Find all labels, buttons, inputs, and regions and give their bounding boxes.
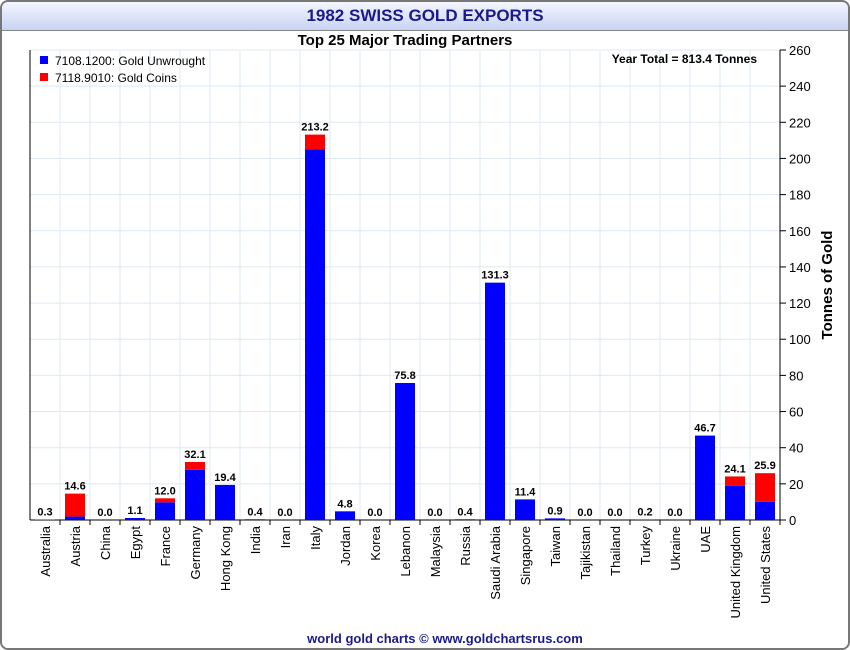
data-label: 0.0 [427, 507, 442, 519]
x-tick-label: United Kingdom [728, 526, 743, 619]
y-tick-label: 220 [789, 115, 811, 130]
y-tick-label: 180 [789, 188, 811, 203]
x-tick-label: Jordan [338, 526, 353, 566]
bar-coins [155, 498, 175, 503]
x-tick-label: Taiwan [548, 526, 563, 566]
y-tick-label: 140 [789, 260, 811, 275]
legend-label: 7118.9010: Gold Coins [55, 71, 177, 85]
data-label: 25.9 [754, 460, 775, 472]
bar-unwrought [485, 282, 505, 520]
data-label: 131.3 [481, 270, 509, 282]
chart-title: 1982 SWISS GOLD EXPORTS [2, 2, 848, 31]
data-label: 19.4 [214, 472, 236, 484]
y-tick-label: 200 [789, 151, 811, 166]
data-label: 0.0 [367, 507, 382, 519]
bar-coins [185, 461, 205, 470]
bar-coins [755, 473, 775, 502]
bar-unwrought [65, 516, 85, 520]
x-tick-label: Lebanon [398, 526, 413, 577]
data-label: 0.3 [37, 506, 52, 518]
data-label: 0.0 [667, 507, 682, 519]
bar-unwrought [305, 149, 325, 520]
bar-coins [305, 134, 325, 150]
data-label: 0.4 [457, 506, 473, 518]
y-tick-label: 120 [789, 296, 811, 311]
y-tick-label: 0 [789, 513, 796, 528]
x-tick-label: Australia [38, 525, 53, 576]
y-axis-label: Tonnes of Gold [819, 231, 836, 340]
x-tick-label: India [248, 525, 263, 554]
chart-subtitle: Top 25 Major Trading Partners [298, 32, 513, 49]
y-tick-label: 100 [789, 332, 811, 347]
y-tick-label: 240 [789, 79, 811, 94]
x-tick-label: Iran [278, 526, 293, 548]
y-tick-label: 260 [789, 43, 811, 58]
x-tick-label: UAE [698, 526, 713, 553]
bar-unwrought [755, 501, 775, 520]
y-tick-label: 40 [789, 441, 803, 456]
data-label: 12.0 [154, 485, 175, 497]
x-tick-label: Russia [458, 525, 473, 566]
legend-swatch [40, 73, 48, 81]
x-tick-label: Singapore [518, 526, 533, 585]
bar-unwrought [725, 485, 745, 520]
bar-unwrought [335, 511, 355, 520]
data-label: 0.4 [247, 506, 263, 518]
bar-unwrought [695, 435, 715, 520]
data-label: 1.1 [127, 505, 142, 517]
x-tick-label: China [98, 525, 113, 560]
x-tick-label: Saudi Arabia [488, 525, 503, 599]
year-total-annotation: Year Total = 813.4 Tonnes [612, 52, 758, 66]
bar-unwrought [515, 499, 535, 520]
data-label: 0.0 [277, 507, 292, 519]
x-tick-label: Italy [308, 526, 323, 550]
x-tick-label: Tajikistan [578, 526, 593, 579]
x-tick-label: Hong Kong [218, 526, 233, 591]
footer-credit: world gold charts © www.goldchartsrus.co… [306, 631, 583, 646]
x-tick-label: United States [758, 526, 773, 605]
bar-coins [65, 493, 85, 517]
bar-unwrought [455, 519, 475, 520]
legend-label: 7108.1200: Gold Unwrought [55, 54, 206, 68]
data-label: 11.4 [515, 486, 537, 498]
data-label: 46.7 [694, 423, 715, 435]
x-tick-label: Germany [188, 526, 203, 580]
data-label: 14.6 [64, 481, 85, 493]
x-tick-label: Turkey [638, 526, 653, 566]
data-label: 0.0 [97, 507, 112, 519]
x-tick-label: Egypt [128, 526, 143, 560]
data-label: 0.0 [607, 507, 622, 519]
data-label: 32.1 [184, 449, 205, 461]
bar-unwrought [395, 382, 415, 520]
x-tick-label: Austria [68, 525, 83, 566]
data-label: 24.1 [724, 463, 745, 475]
data-label: 0.0 [577, 507, 592, 519]
data-label: 0.9 [547, 505, 562, 517]
x-tick-label: Thailand [608, 526, 623, 576]
x-tick-label: France [158, 526, 173, 566]
x-tick-label: Korea [368, 525, 383, 560]
bar-unwrought [125, 518, 145, 520]
y-tick-label: 20 [789, 477, 803, 492]
bar-unwrought [155, 502, 175, 520]
data-label: 213.2 [301, 122, 329, 134]
bar-unwrought [245, 519, 265, 520]
bar-coins [35, 519, 55, 520]
bar-unwrought [545, 518, 565, 520]
data-label: 4.8 [337, 498, 352, 510]
data-label: 75.8 [394, 370, 415, 382]
x-tick-label: Malaysia [428, 525, 443, 577]
bar-unwrought [215, 484, 235, 520]
y-tick-label: 160 [789, 224, 811, 239]
bar-coins [725, 476, 745, 486]
bar-unwrought [185, 469, 205, 520]
data-label: 0.2 [637, 507, 652, 519]
y-tick-label: 80 [789, 368, 803, 383]
x-tick-label: Ukraine [668, 526, 683, 571]
y-tick-label: 60 [789, 405, 803, 420]
legend-swatch [40, 56, 48, 64]
